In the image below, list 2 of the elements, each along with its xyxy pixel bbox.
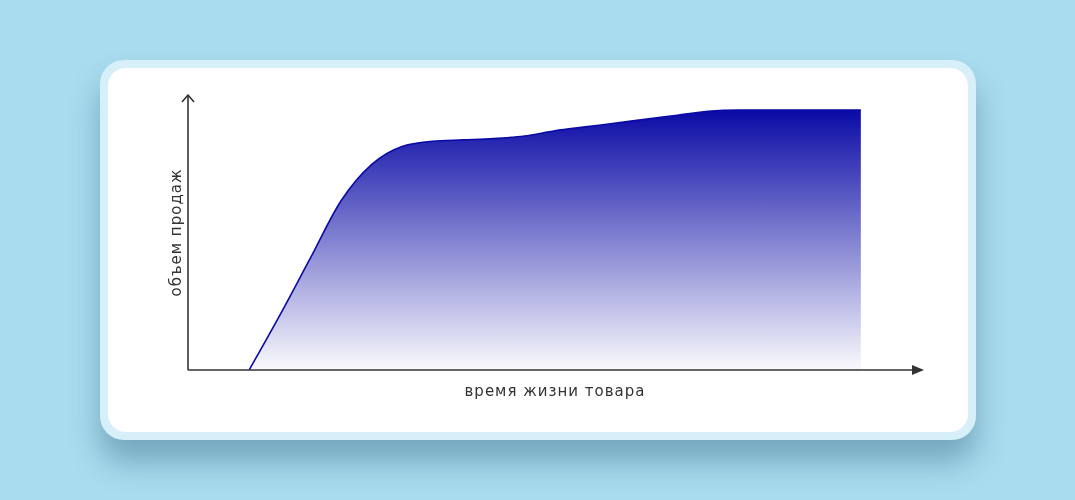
x-axis-title: время жизни товара bbox=[464, 382, 646, 400]
y-axis-title: объем продаж bbox=[166, 168, 185, 297]
